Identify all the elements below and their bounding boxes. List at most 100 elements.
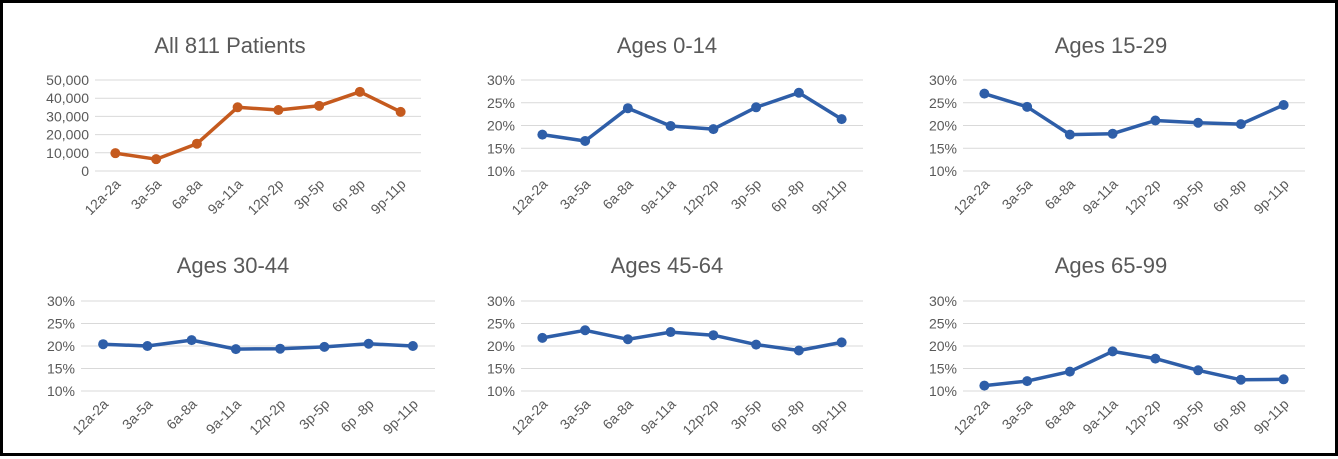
x-tick-label: 3p-5p	[291, 176, 328, 213]
data-point	[836, 337, 847, 348]
x-tick-label: 9a-11a	[637, 176, 679, 218]
data-point	[232, 102, 243, 113]
y-tick-label: 15%	[929, 140, 957, 156]
y-tick-label: 30,000	[46, 108, 89, 124]
data-point	[979, 88, 990, 99]
data-point	[793, 87, 804, 98]
chart-panel-4: Ages 30-44 10% 15% 20% 25% 30% 12a-2a 3a-5a 6a-8…	[47, 253, 435, 438]
data-point	[1150, 115, 1161, 126]
x-tick-label: 9p-11p	[808, 396, 850, 438]
x-tick-label: 3p-5p	[728, 176, 765, 213]
y-tick-label: 30%	[929, 293, 957, 309]
x-tick-label: 6a-8a	[1041, 176, 1078, 213]
x-tick-label: 9p-11p	[808, 176, 850, 218]
data-point	[1064, 366, 1075, 377]
data-point	[407, 341, 418, 351]
series-line	[984, 349, 1284, 388]
y-tick-label: 30%	[47, 293, 75, 309]
x-tick-label: 9p-11p	[1250, 176, 1292, 218]
data-point	[1193, 365, 1204, 376]
x-tick-label: 12p-2p	[679, 396, 721, 438]
series-line	[983, 92, 1285, 137]
x-tick-label: 12a-2a	[950, 176, 992, 218]
series-line	[103, 338, 413, 351]
x-tick-label: 12p-2p	[244, 176, 286, 218]
x-tick-label: 12p-2p	[679, 176, 721, 218]
data-point	[793, 345, 804, 356]
data-point	[354, 86, 365, 97]
data-point	[1235, 374, 1246, 385]
data-point	[186, 335, 197, 346]
x-tick-label: 9a-11a	[1079, 396, 1121, 438]
chart-title: Ages 45-64	[611, 253, 724, 278]
y-tick-label: 30%	[487, 293, 515, 309]
x-tick-label: 6a-8a	[163, 396, 200, 433]
x-tick-label: 9a-11a	[1079, 176, 1121, 218]
x-tick-label: 12p-2p	[246, 396, 288, 438]
data-point	[275, 343, 286, 354]
data-point	[1064, 129, 1075, 140]
x-tick-label: 12a-2a	[81, 176, 123, 218]
y-tick-label: 20%	[47, 338, 75, 354]
y-tick-label: 20%	[929, 338, 957, 354]
y-tick-label: 25%	[929, 316, 957, 332]
x-tick-label: 6p -8p	[1210, 396, 1250, 436]
y-tick-label: 10%	[47, 383, 75, 399]
chart-title: Ages 0-14	[617, 33, 717, 58]
data-point	[665, 327, 676, 338]
chart-panel-3: Ages 15-29 10% 15% 20% 25% 30% 12a-2a 3a-5a 6a-8…	[929, 33, 1305, 218]
data-point	[1278, 100, 1289, 111]
chart-panel-2: Ages 0-14 10% 15% 20% 25% 30% 12a-2a 3a-5a 6a-8a…	[487, 33, 863, 218]
x-tick-label: 6p -8p	[337, 396, 377, 436]
data-point	[273, 105, 284, 116]
data-point	[151, 154, 162, 165]
y-tick-label: 50,000	[46, 72, 89, 88]
x-tick-label: 3p-5p	[1170, 176, 1207, 213]
x-tick-label: 6a-8a	[168, 176, 205, 213]
data-point	[1278, 374, 1289, 385]
y-tick-label: 40,000	[46, 90, 89, 106]
y-tick-label: 10%	[487, 383, 515, 399]
chart-panel-5: Ages 45-64 10% 15% 20% 25% 30% 12a-2a 3a-5a 6a-8…	[487, 253, 863, 438]
y-tick-label: 20%	[487, 338, 515, 354]
y-tick-label: 20%	[487, 118, 515, 134]
x-tick-label: 9p-11p	[367, 176, 409, 218]
chart-title: Ages 65-99	[1055, 253, 1168, 278]
data-point	[1150, 353, 1161, 364]
data-point	[1107, 346, 1118, 357]
y-tick-label: 25%	[487, 316, 515, 332]
x-tick-label: 3a-5a	[119, 396, 156, 433]
data-point	[751, 102, 762, 113]
data-point	[665, 120, 676, 131]
data-point	[1022, 101, 1033, 112]
x-tick-label: 3a-5a	[128, 176, 165, 213]
series-line	[542, 328, 842, 353]
x-tick-label: 9a-11a	[204, 176, 246, 218]
chart-title: Ages 15-29	[1055, 33, 1168, 58]
y-tick-label: 25%	[929, 95, 957, 111]
data-point	[580, 135, 591, 146]
chart-panel-1: All 811 Patients 0 10,000 20,000 30,000 40,00…	[46, 33, 421, 218]
y-tick-label: 15%	[487, 140, 515, 156]
data-point	[836, 114, 847, 125]
x-tick-label: 6a-8a	[599, 396, 636, 433]
data-point	[1193, 117, 1204, 128]
y-tick-label: 30%	[487, 72, 515, 88]
data-point	[622, 103, 633, 114]
x-tick-label: 9p-11p	[1250, 396, 1292, 438]
data-point	[230, 344, 241, 355]
x-tick-label: 6p -8p	[768, 396, 808, 436]
x-tick-label: 12p-2p	[1121, 396, 1163, 438]
data-point	[142, 341, 153, 351]
data-point	[319, 341, 330, 352]
data-point	[1235, 119, 1246, 130]
x-tick-label: 3a-5a	[557, 396, 594, 433]
y-tick-label: 15%	[929, 361, 957, 377]
x-tick-label: 9a-11a	[203, 396, 245, 438]
data-point	[979, 380, 990, 391]
x-tick-label: 3a-5a	[999, 396, 1036, 433]
y-tick-label: 25%	[47, 316, 75, 332]
y-tick-label: 10%	[929, 163, 957, 179]
data-point	[580, 325, 591, 336]
